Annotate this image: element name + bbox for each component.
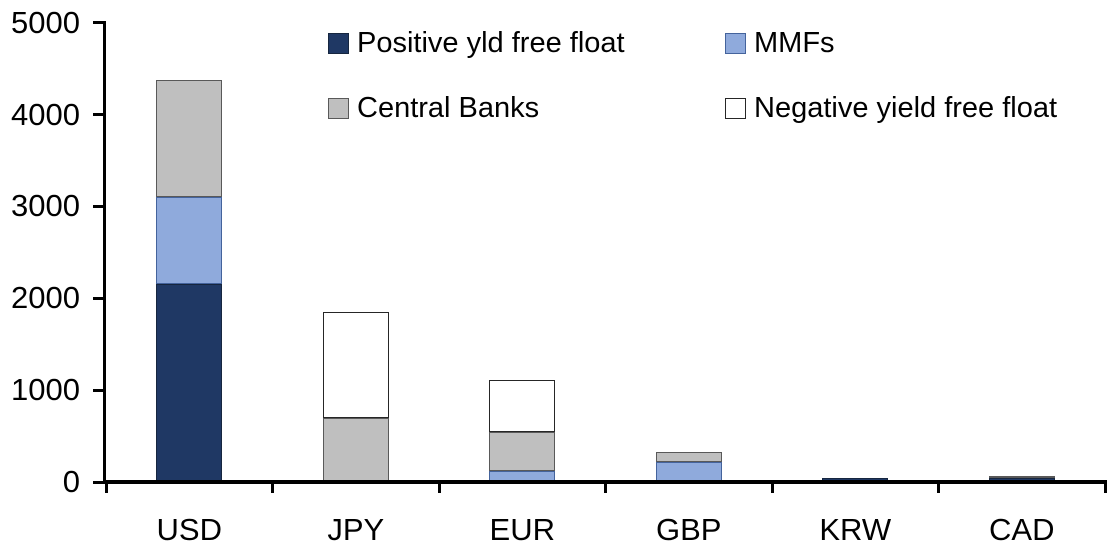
x-axis-label-cad: CAD — [989, 512, 1055, 547]
y-axis-label-5000: 5000 — [11, 4, 80, 40]
bar-segment-negative-yield-free-float-jpy — [322, 312, 389, 418]
legend-label-negative-yield-free-float: Negative yield free float — [754, 92, 1058, 124]
bar-segment-central-banks-cad — [988, 476, 1055, 479]
x-axis-label-usd: USD — [156, 512, 222, 547]
x-axis-label-gbp: GBP — [656, 512, 722, 547]
y-axis-tick-0 — [93, 480, 106, 484]
x-axis-label-eur: EUR — [489, 512, 555, 547]
y-axis-tick-5000 — [93, 21, 106, 25]
y-axis-label-2000: 2000 — [11, 280, 80, 316]
y-axis-tick-1000 — [93, 388, 106, 392]
bar-segment-positive-yld-free-float-usd — [156, 283, 223, 482]
x-axis-label-krw: KRW — [819, 512, 892, 547]
y-axis-label-4000: 4000 — [11, 96, 80, 132]
x-axis-tick-3 — [604, 480, 607, 493]
legend-item-central-banks: Central Banks — [328, 93, 539, 123]
legend-label-central-banks: Central Banks — [357, 92, 540, 124]
x-axis-tick-4 — [770, 480, 774, 493]
legend-item-positive-yld-free-float: Positive yld free float — [328, 28, 625, 58]
x-axis-tick-2 — [437, 480, 441, 493]
y-axis-tick-2000 — [93, 296, 106, 300]
y-axis-label-3000: 3000 — [11, 188, 80, 224]
bar-segment-negative-yield-free-float-eur — [489, 380, 556, 432]
y-axis-label-1000: 1000 — [11, 372, 80, 408]
x-axis-tick-5 — [937, 480, 940, 493]
x-axis-tick-1 — [271, 480, 274, 493]
y-axis-tick-3000 — [93, 204, 106, 208]
legend-label-positive-yld-free-float: Positive yld free float — [357, 27, 625, 59]
legend-swatch-positive-yld-free-float — [328, 32, 349, 54]
legend-swatch-negative-yield-free-float — [725, 97, 746, 119]
bar-segment-central-banks-jpy — [322, 417, 389, 482]
legend-swatch-central-banks — [328, 97, 349, 119]
bar-segment-central-banks-usd — [156, 79, 223, 198]
legend-item-negative-yield-free-float: Negative yield free float — [725, 93, 1057, 123]
legend-item-mmfs: MMFs — [725, 28, 835, 58]
x-axis-label-jpy: JPY — [327, 512, 385, 547]
bar-segment-mmfs-usd — [156, 197, 223, 284]
y-axis-label-0: 0 — [62, 464, 80, 499]
bar-segment-central-banks-gbp — [655, 451, 722, 463]
x-axis-tick-0 — [104, 480, 108, 493]
x-axis-tick-6 — [1103, 480, 1107, 493]
x-axis-line — [103, 480, 1107, 484]
bar-segment-central-banks-eur — [489, 431, 556, 472]
legend-label-mmfs: MMFs — [754, 27, 835, 59]
y-axis-line — [103, 22, 106, 484]
legend-swatch-mmfs — [725, 32, 746, 54]
y-axis-tick-4000 — [93, 113, 106, 117]
